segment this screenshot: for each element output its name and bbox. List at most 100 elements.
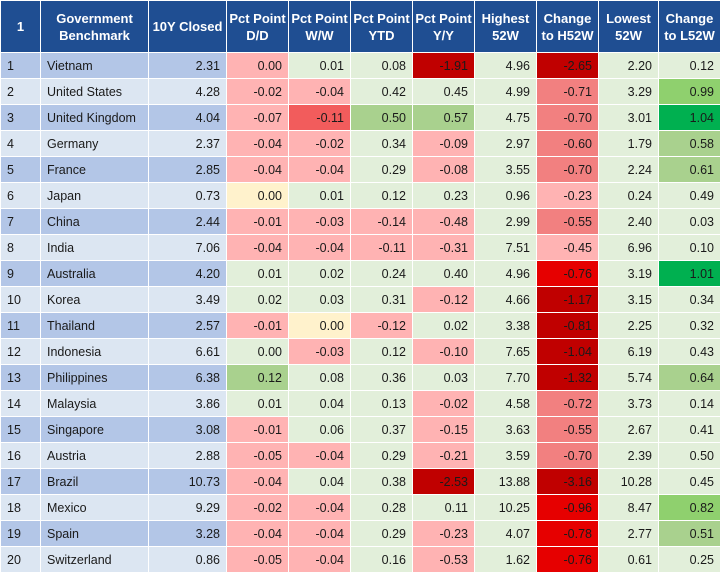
value-cell: -0.96 [536,494,599,521]
value-cell: 9.29 [148,494,227,521]
country-cell: Singapore [40,416,149,443]
value-cell: 2.24 [598,156,659,183]
table-body: 1 Vietnam 2.31 0.00 0.01 0.08 -1.91 4.96 -2.65 2.… [0,52,720,573]
value-cell: 0.24 [350,260,413,287]
value-cell: 0.50 [350,104,413,131]
row-index-cell: 15 [0,416,41,443]
country-cell: Germany [40,130,149,157]
value-cell: -0.05 [226,546,289,573]
value-cell: -2.65 [536,52,599,79]
country-cell: China [40,208,149,235]
table-row: 4 Germany 2.37 -0.04 -0.02 0.34 -0.09 2.97 -0.60… [0,130,720,157]
value-cell: -0.14 [350,208,413,235]
value-cell: 3.59 [474,442,537,469]
country-cell: United States [40,78,149,105]
value-cell: -0.11 [288,104,351,131]
row-index-cell: 12 [0,338,41,365]
value-cell: -0.53 [412,546,475,573]
value-cell: -0.01 [226,312,289,339]
value-cell: 4.96 [474,52,537,79]
value-cell: 2.25 [598,312,659,339]
value-cell: 0.08 [350,52,413,79]
value-cell: 0.12 [350,182,413,209]
value-cell: 7.51 [474,234,537,261]
value-cell: -0.70 [536,156,599,183]
column-header: Pct Point Y/Y [412,0,475,53]
value-cell: 13.88 [474,468,537,495]
table-row: 3 United Kingdom 4.04 -0.07 -0.11 0.50 0.57 4.7… [0,104,720,131]
value-cell: 0.00 [288,312,351,339]
table-row: 1 Vietnam 2.31 0.00 0.01 0.08 -1.91 4.96 -2.65 2.… [0,52,720,79]
value-cell: 2.67 [598,416,659,443]
row-index-cell: 13 [0,364,41,391]
value-cell: 0.01 [288,182,351,209]
value-cell: 6.19 [598,338,659,365]
value-cell: 3.08 [148,416,227,443]
value-cell: 6.61 [148,338,227,365]
value-cell: 4.20 [148,260,227,287]
value-cell: 0.23 [412,182,475,209]
value-cell: 1.62 [474,546,537,573]
value-cell: 0.01 [226,260,289,287]
value-cell: 2.40 [598,208,659,235]
row-index-cell: 14 [0,390,41,417]
value-cell: -0.71 [536,78,599,105]
value-cell: 0.12 [350,338,413,365]
value-cell: 4.04 [148,104,227,131]
value-cell: 7.70 [474,364,537,391]
value-cell: -0.04 [288,156,351,183]
value-cell: 0.41 [658,416,720,443]
value-cell: 0.34 [658,286,720,313]
value-cell: -0.48 [412,208,475,235]
row-index-cell: 7 [0,208,41,235]
table-row: 11 Thailand 2.57 -0.01 0.00 -0.12 0.02 3.38 -0.8… [0,312,720,339]
value-cell: 4.99 [474,78,537,105]
value-cell: 0.86 [148,546,227,573]
value-cell: -0.60 [536,130,599,157]
value-cell: -0.76 [536,546,599,573]
value-cell: 0.82 [658,494,720,521]
value-cell: 0.31 [350,286,413,313]
value-cell: 0.02 [288,260,351,287]
country-cell: Thailand [40,312,149,339]
value-cell: -0.05 [226,442,289,469]
value-cell: 0.29 [350,156,413,183]
value-cell: 3.19 [598,260,659,287]
value-cell: 0.29 [350,520,413,547]
value-cell: 2.20 [598,52,659,79]
value-cell: -2.53 [412,468,475,495]
value-cell: 3.55 [474,156,537,183]
row-index-cell: 1 [0,52,41,79]
value-cell: 3.38 [474,312,537,339]
value-cell: -0.04 [226,130,289,157]
value-cell: 0.01 [226,390,289,417]
value-cell: -0.04 [288,442,351,469]
value-cell: -0.08 [412,156,475,183]
row-index-cell: 8 [0,234,41,261]
value-cell: -0.02 [412,390,475,417]
value-cell: 7.65 [474,338,537,365]
value-cell: 6.96 [598,234,659,261]
value-cell: -0.45 [536,234,599,261]
value-cell: 0.43 [658,338,720,365]
value-cell: 2.97 [474,130,537,157]
value-cell: 0.12 [658,52,720,79]
column-header: Government Benchmark [40,0,149,53]
country-cell: France [40,156,149,183]
value-cell: 0.61 [658,156,720,183]
value-cell: 0.08 [288,364,351,391]
value-cell: 0.28 [350,494,413,521]
value-cell: 0.10 [658,234,720,261]
row-index-cell: 20 [0,546,41,573]
value-cell: -0.21 [412,442,475,469]
value-cell: -0.55 [536,208,599,235]
value-cell: 2.39 [598,442,659,469]
value-cell: 3.15 [598,286,659,313]
value-cell: 0.04 [288,468,351,495]
value-cell: 2.31 [148,52,227,79]
value-cell: 3.49 [148,286,227,313]
value-cell: 0.12 [226,364,289,391]
value-cell: -0.02 [226,494,289,521]
value-cell: 0.51 [658,520,720,547]
